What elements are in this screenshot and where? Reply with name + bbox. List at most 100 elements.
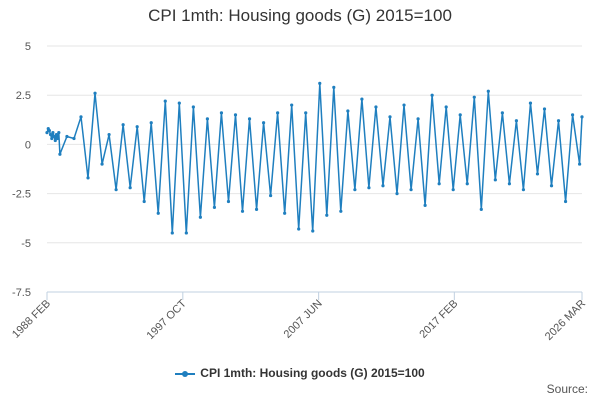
data-point[interactable] [332, 85, 336, 89]
data-point[interactable] [163, 99, 167, 103]
data-point[interactable] [170, 231, 174, 235]
legend-label: CPI 1mth: Housing goods (G) 2015=100 [200, 366, 425, 380]
data-point[interactable] [360, 97, 364, 101]
data-point[interactable] [128, 186, 132, 190]
data-point[interactable] [114, 188, 118, 192]
data-point[interactable] [374, 105, 378, 109]
data-point[interactable] [269, 193, 273, 198]
data-point[interactable] [247, 117, 252, 121]
data-point[interactable] [198, 215, 202, 219]
data-point[interactable] [346, 109, 350, 113]
data-point[interactable] [48, 132, 53, 137]
data-point[interactable] [226, 199, 231, 204]
data-point[interactable] [51, 130, 55, 135]
data-point[interactable] [444, 105, 448, 109]
data-point[interactable] [254, 207, 259, 211]
data-point[interactable] [47, 129, 51, 133]
data-point[interactable] [53, 138, 57, 143]
data-point[interactable] [233, 113, 238, 117]
data-point[interactable] [514, 119, 519, 123]
data-point[interactable] [50, 136, 54, 141]
data-point[interactable] [535, 172, 540, 176]
data-point[interactable] [290, 103, 294, 107]
data-point[interactable] [493, 178, 497, 182]
data-point[interactable] [184, 231, 188, 235]
data-point[interactable] [325, 213, 329, 217]
y-tick-label: -7.5 [12, 287, 31, 299]
data-point[interactable] [191, 105, 195, 109]
x-axis: 1988 FEB 1997 OCT 2007 JUN 2017 FEB 2026 MAR [10, 291, 588, 343]
data-point[interactable] [507, 182, 511, 186]
data-point[interactable] [416, 117, 420, 121]
data-point[interactable] [395, 192, 399, 196]
data-point[interactable] [54, 132, 59, 137]
data-point[interactable] [542, 107, 547, 111]
y-tick-label: -2.5 [12, 189, 31, 201]
data-point[interactable] [121, 123, 125, 127]
data-point[interactable] [240, 209, 245, 213]
data-point[interactable] [563, 199, 568, 204]
legend[interactable]: CPI 1mth: Housing goods (G) 2015=100 [0, 366, 600, 380]
data-point[interactable] [212, 205, 217, 209]
data-point[interactable] [409, 188, 413, 192]
data-point[interactable] [458, 113, 462, 117]
data-point[interactable] [142, 199, 146, 204]
data-point[interactable] [100, 162, 104, 166]
series-layer [45, 81, 584, 235]
data-point[interactable] [367, 186, 371, 190]
data-point[interactable] [156, 211, 160, 215]
data-point[interactable] [521, 188, 526, 192]
data-point[interactable] [339, 209, 343, 213]
data-point[interactable] [528, 101, 533, 105]
data-point[interactable] [58, 152, 62, 156]
data-point[interactable] [500, 111, 504, 115]
data-point[interactable] [283, 211, 287, 215]
data-point[interactable] [580, 115, 584, 119]
y-tick-label: 0 [25, 139, 31, 151]
data-point[interactable] [65, 134, 69, 139]
data-point[interactable] [45, 130, 49, 135]
data-point[interactable] [549, 184, 554, 188]
data-point[interactable] [430, 93, 434, 97]
data-point[interactable] [205, 117, 210, 121]
x-tick-label: 2007 JUN [282, 298, 325, 341]
data-point[interactable] [437, 182, 441, 186]
data-point[interactable] [57, 130, 61, 135]
chart-title: CPI 1mth: Housing goods (G) 2015=100 [148, 6, 452, 25]
data-point[interactable] [93, 91, 97, 95]
data-point[interactable] [79, 115, 83, 119]
x-tick-label: 2026 MAR [543, 298, 588, 343]
data-point[interactable] [423, 203, 427, 208]
data-point[interactable] [304, 111, 308, 115]
data-point[interactable] [52, 134, 56, 139]
x-tick-label: 1997 OCT [145, 297, 190, 342]
data-point[interactable] [556, 119, 561, 123]
data-point[interactable] [486, 89, 490, 93]
data-point[interactable] [297, 227, 301, 231]
data-point[interactable] [472, 95, 476, 99]
data-point[interactable] [465, 182, 469, 186]
y-tick-label: -5 [21, 238, 31, 250]
data-point[interactable] [72, 136, 76, 141]
data-point[interactable] [402, 103, 406, 107]
data-point[interactable] [578, 162, 582, 166]
data-point[interactable] [219, 111, 224, 115]
data-point[interactable] [177, 101, 181, 105]
data-point[interactable] [353, 188, 357, 192]
data-point[interactable] [388, 115, 392, 119]
data-point[interactable] [86, 176, 90, 180]
data-point[interactable] [318, 81, 322, 85]
data-point[interactable] [261, 121, 266, 125]
data-point[interactable] [311, 229, 315, 233]
data-point[interactable] [479, 207, 483, 211]
data-point[interactable] [55, 136, 60, 141]
data-point[interactable] [276, 111, 280, 115]
data-point[interactable] [135, 125, 139, 129]
data-point[interactable] [381, 184, 385, 188]
data-point[interactable] [451, 188, 455, 192]
data-point[interactable] [570, 113, 575, 117]
grid-lines [47, 45, 582, 293]
data-point[interactable] [149, 121, 153, 125]
data-point[interactable] [107, 132, 111, 137]
